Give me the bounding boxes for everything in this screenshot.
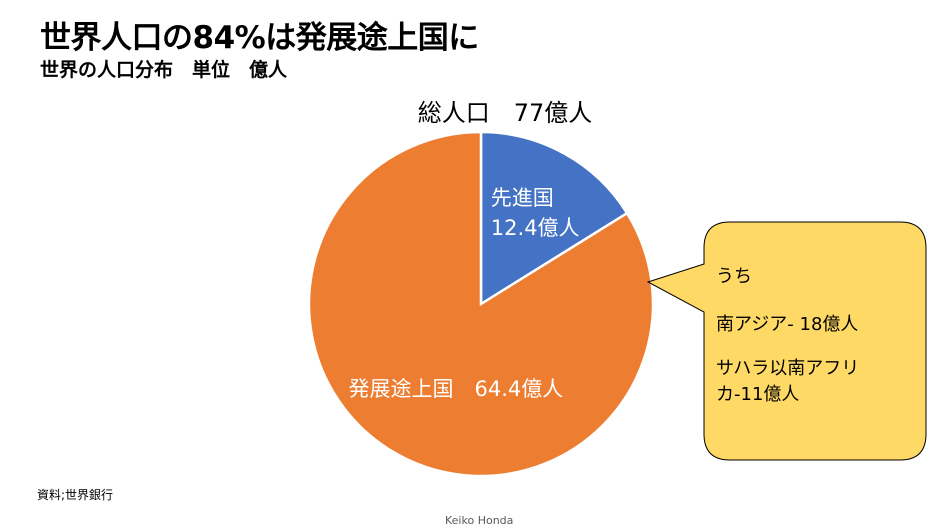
callout-line: カ-11億人 [716, 384, 800, 405]
author-credit: Keiko Honda [445, 514, 514, 527]
slice-label-value: 12.4億人 [491, 216, 580, 240]
total-population-label: 総人口 77億人 [418, 99, 593, 127]
page-subtitle: 世界の人口分布 単位 億人 [40, 59, 288, 81]
page-title: 世界人口の84%は発展途上国に [40, 20, 479, 56]
slice-label: 発展途上国 64.4億人 [349, 377, 564, 401]
callout-bubble [646, 221, 927, 461]
callout-line: サハラ以南アフリ [716, 358, 860, 379]
slice-label-name: 先進国 [491, 186, 554, 210]
callout-text: うち 南アジア- 18億人 サハラ以南アフリ カ-11億人 [716, 264, 916, 408]
pie-slice-developing [307, 130, 655, 478]
source-note: 資料;世界銀行 [37, 488, 114, 502]
pie-slice-developed [479, 130, 629, 307]
callout-line: 南アジア- 18億人 [716, 314, 859, 335]
callout-line: うち [716, 266, 752, 287]
